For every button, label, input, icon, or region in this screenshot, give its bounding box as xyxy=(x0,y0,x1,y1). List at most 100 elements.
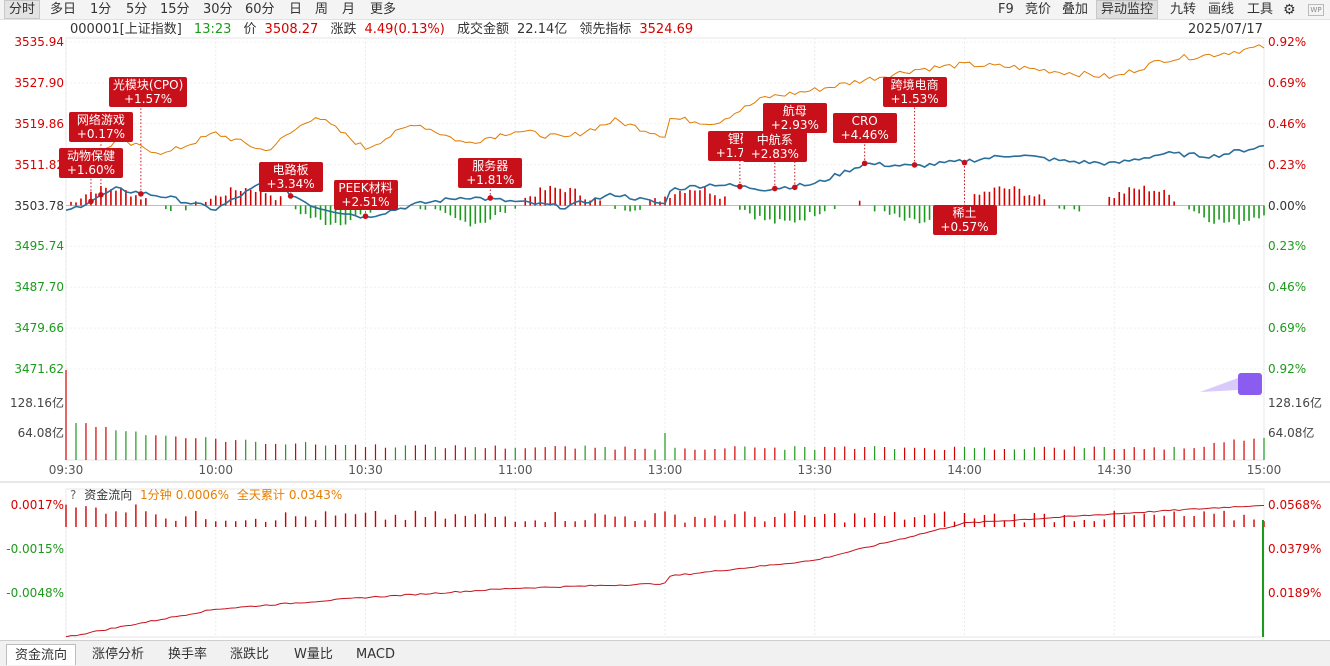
price-tick-label: 3503.78 xyxy=(14,198,64,213)
lead-label: 领先指标 xyxy=(579,22,632,37)
anomaly-tag-value: +3.34% xyxy=(266,177,315,191)
time-tick-label: 13:00 xyxy=(648,463,683,477)
anomaly-tag-value: +1.53% xyxy=(890,92,939,106)
anomaly-tag[interactable]: CRO +4.46% xyxy=(832,113,897,143)
time-tick-label: 15:00 xyxy=(1247,463,1282,477)
anomaly-tag[interactable]: 光模块(CPO) +1.57% xyxy=(108,77,188,107)
period-tab-intraday[interactable]: 分时 xyxy=(4,0,41,19)
anomaly-tag-value: +1.81% xyxy=(466,173,515,187)
amount-value: 22.14亿 xyxy=(517,22,568,37)
fund-flow-info: ? 资金流向 1分钟 0.0006% 全天累计 0.0343% xyxy=(70,486,346,503)
price-tick-label: 3527.90 xyxy=(14,75,64,90)
draw-line-button[interactable]: 画线 xyxy=(1208,2,1235,17)
period-tab-day[interactable]: 日 xyxy=(289,2,303,17)
percent-tick-label: 0.23% xyxy=(1268,239,1307,254)
price-label: 价 xyxy=(243,22,257,37)
fund-flow-minute-value: 0.0006% xyxy=(175,488,230,502)
price-tick-label: 3535.94 xyxy=(14,35,64,49)
percent-tick-label: 0.69% xyxy=(1268,321,1307,336)
tab-advance-decline[interactable]: 涨跌比 xyxy=(230,647,270,662)
period-tab-5min[interactable]: 5分 xyxy=(126,2,148,17)
lead-indicator-line xyxy=(65,44,1265,178)
anomaly-tag[interactable]: 跨境电商 +1.53% xyxy=(882,77,947,107)
anomaly-tag-label: 网络游戏 xyxy=(76,113,125,127)
percent-tick-label: 0.69% xyxy=(1268,75,1307,90)
anomaly-tag-label: 光模块(CPO) xyxy=(112,78,184,92)
quote-info-bar: 000001[上证指数] 13:23 价 3508.27 涨跌 4.49(0.13%… xyxy=(70,22,701,38)
indicator-tab-bar: 资金流向 涨停分析 换手率 涨跌比 W量比 MACD xyxy=(0,640,1330,666)
anomaly-tag-value: +2.83% xyxy=(750,147,799,161)
settings-gear-icon[interactable]: ⚙ xyxy=(1283,2,1296,18)
chart-date: 2025/07/17 xyxy=(1188,22,1263,37)
anomaly-tag[interactable]: 动物保健 +1.60% xyxy=(58,148,123,178)
anomaly-tag-value: +1.57% xyxy=(124,92,173,106)
fund-flow-title: 资金流向 xyxy=(84,488,133,502)
period-tab-60min[interactable]: 60分 xyxy=(245,2,275,17)
tools-button[interactable]: 工具 xyxy=(1247,2,1274,17)
price-tick-label: 3471.62 xyxy=(14,362,64,376)
amount-label: 成交金额 xyxy=(457,22,510,37)
anomaly-tag-label: PEEK材料 xyxy=(338,181,393,195)
fund-flow-tick-label: -0.0015% xyxy=(6,542,64,556)
period-tab-more[interactable]: 更多 xyxy=(370,2,397,17)
fund-flow-total-value: 0.0343% xyxy=(288,488,343,502)
period-tab-week[interactable]: 周 xyxy=(315,2,329,17)
fund-flow-minute-label: 1分钟 xyxy=(140,488,172,502)
time-tick-label: 09:30 xyxy=(49,463,84,477)
anomaly-tag[interactable]: 网络游戏 +0.17% xyxy=(68,112,133,142)
anomaly-tag-label: 动物保健 xyxy=(66,149,115,163)
tab-fund-flow[interactable]: 资金流向 xyxy=(6,644,77,665)
period-tab-1min[interactable]: 1分 xyxy=(90,2,112,17)
anomaly-tag[interactable]: PEEK材料 +2.51% xyxy=(333,180,398,210)
time-tick-label: 10:30 xyxy=(348,463,383,477)
price-panel-frame xyxy=(65,37,1265,461)
wp-icon[interactable]: WP xyxy=(1308,4,1324,16)
percent-tick-label: 0.46% xyxy=(1268,116,1307,131)
purple-slider-handle[interactable] xyxy=(1238,373,1262,395)
fund-flow-tick-label: 0.0189% xyxy=(1268,586,1322,600)
f9-button[interactable]: F9 xyxy=(998,2,1014,17)
anomaly-tag-label: 跨境电商 xyxy=(890,78,939,92)
anomaly-tag-label: CRO xyxy=(851,114,878,128)
volume-tick-label: 64.08亿 xyxy=(17,426,64,440)
percent-tick-label: 0.46% xyxy=(1268,280,1307,295)
period-tab-month[interactable]: 月 xyxy=(342,2,356,17)
anomaly-tag[interactable]: 电路板 +3.34% xyxy=(258,162,323,192)
tab-limit-up-analysis[interactable]: 涨停分析 xyxy=(92,647,145,662)
period-toolbar: 分时 多日 1分 5分 15分 30分 60分 日 周 月 更多 F9 竞价 叠… xyxy=(0,0,1330,20)
tab-macd[interactable]: MACD xyxy=(356,647,395,662)
fund-flow-tick-label: 0.0379% xyxy=(1268,542,1322,556)
anomaly-tag-label: 航母 xyxy=(782,104,807,118)
time-tick-label: 14:00 xyxy=(947,463,982,477)
price-value: 3508.27 xyxy=(264,22,319,37)
anomaly-monitor-button[interactable]: 异动监控 xyxy=(1096,0,1159,19)
anomaly-tag[interactable]: 稀土 +0.57% xyxy=(932,205,997,235)
quote-time: 13:23 xyxy=(193,22,232,37)
period-tab-multiday[interactable]: 多日 xyxy=(50,2,77,17)
auction-button[interactable]: 竞价 xyxy=(1025,2,1052,17)
overlay-button[interactable]: 叠加 xyxy=(1062,2,1089,17)
price-tick-label: 3495.74 xyxy=(14,239,64,254)
anomaly-tag[interactable]: 服务器 +1.81% xyxy=(458,158,523,188)
fund-flow-cumulative-line xyxy=(65,505,1265,638)
tab-w-volume-ratio[interactable]: W量比 xyxy=(294,647,333,662)
percent-tick-label: 0.92% xyxy=(1268,362,1307,376)
anomaly-tag-label: 稀土 xyxy=(952,206,977,220)
volume-tick-label: 64.08亿 xyxy=(1268,426,1315,440)
volume-tick-label: 128.16亿 xyxy=(1268,396,1322,410)
nine-turn-button[interactable]: 九转 xyxy=(1170,2,1197,17)
price-tick-label: 3519.86 xyxy=(14,116,64,131)
intraday-chart-canvas[interactable]: 09:30 10:00 10:30 11:00 13:00 13:30 14:00 14:30… xyxy=(0,0,1330,640)
anomaly-tag-value: +0.17% xyxy=(76,127,126,141)
period-tab-30min[interactable]: 30分 xyxy=(203,2,233,17)
period-tab-15min[interactable]: 15分 xyxy=(160,2,190,17)
lead-value: 3524.69 xyxy=(639,22,694,37)
tab-turnover-rate[interactable]: 换手率 xyxy=(168,647,208,662)
anomaly-tag-value: +2.51% xyxy=(341,195,390,209)
help-icon[interactable]: ? xyxy=(70,488,77,502)
anomaly-tag-value: +2.93% xyxy=(770,118,819,132)
anomaly-tag[interactable]: 中航系 +2.83% xyxy=(742,132,807,162)
anomaly-tag[interactable]: 航母 +2.93% xyxy=(762,103,827,133)
price-tick-label: 3487.70 xyxy=(14,280,64,295)
